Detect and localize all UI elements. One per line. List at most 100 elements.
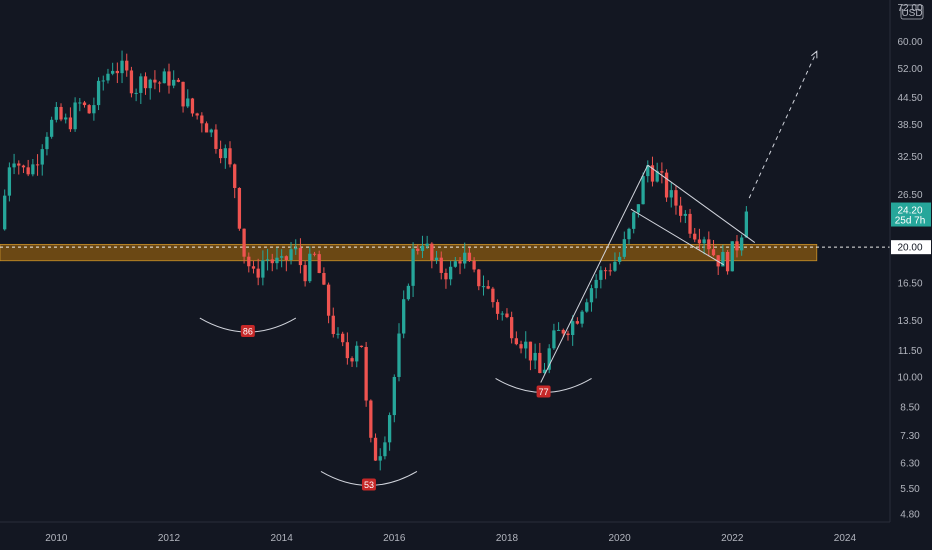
support-zone — [0, 243, 818, 262]
candle-body — [481, 286, 486, 288]
candle-body — [547, 348, 551, 370]
candle-body — [190, 98, 195, 114]
candle-body — [693, 233, 697, 240]
candle-body — [92, 105, 96, 114]
x-tick-label: 2014 — [271, 533, 294, 544]
candle-body — [261, 260, 265, 278]
candle-body — [510, 317, 514, 339]
y-tick-label: 72.00 — [897, 3, 922, 14]
currency-text: USD — [901, 8, 922, 19]
candle-body — [491, 288, 495, 303]
currency-box — [900, 4, 924, 20]
candle-body — [735, 241, 739, 251]
candle-body — [242, 228, 246, 257]
price-axis[interactable]: 72.00 60.00 52.00 44.50 38.50 32.50 26.50 20.00… — [897, 3, 922, 520]
candle-body — [467, 252, 472, 262]
trough-badge-label: 86 — [243, 327, 253, 337]
candle-body — [477, 269, 481, 287]
y-tick-label: 6.30 — [900, 459, 920, 470]
candle-body — [364, 347, 368, 401]
candle-body — [7, 167, 12, 196]
candle-body — [331, 315, 335, 335]
candle-body — [406, 285, 411, 300]
candle-body — [26, 167, 30, 175]
candle-body — [294, 247, 298, 250]
candle-body — [678, 205, 683, 216]
candle-body — [575, 321, 580, 324]
projection-line — [748, 51, 818, 199]
candle-body — [341, 333, 345, 343]
candle-body — [87, 105, 91, 114]
current-price-countdown: 25d 7h — [895, 216, 926, 227]
candle-body — [420, 245, 425, 251]
y-tick-label: 11.50 — [898, 346, 923, 357]
candle-body — [40, 149, 44, 165]
candle-body — [68, 117, 73, 130]
currency-label: USD — [900, 4, 924, 20]
candle-body — [571, 321, 575, 336]
candle-body — [505, 313, 509, 318]
candle-body — [359, 345, 364, 348]
trendline — [647, 164, 756, 243]
candle-body — [176, 79, 181, 82]
candle-body — [439, 257, 443, 273]
candle-body — [54, 106, 58, 120]
candle-body — [157, 82, 162, 84]
candle-body — [251, 266, 256, 269]
candle-body — [533, 352, 537, 361]
candle-body — [472, 261, 476, 270]
x-tick-label: 2010 — [45, 533, 68, 544]
time-axis[interactable]: 2010 2012 2014 2016 2018 2020 2022 2024 — [45, 533, 856, 544]
candle-body — [247, 256, 251, 267]
candle-body — [82, 102, 87, 106]
candle-body — [125, 60, 129, 71]
candle-body — [650, 165, 655, 182]
candle-body — [716, 255, 720, 267]
x-tick-label: 2016 — [383, 533, 406, 544]
candle-body — [237, 187, 242, 229]
x-tick-label: 2012 — [158, 533, 181, 544]
candle-body — [444, 272, 448, 280]
trough-badge-label: 77 — [539, 387, 549, 397]
candle-body — [101, 80, 105, 82]
candle-body — [594, 279, 598, 289]
candle-body — [425, 243, 429, 246]
candle-body — [186, 98, 190, 107]
candle-body — [17, 163, 21, 166]
candle-body — [134, 92, 138, 94]
trough-badge — [361, 478, 376, 491]
candle-body — [655, 171, 659, 182]
candle-body — [73, 102, 77, 130]
candle-body — [270, 259, 274, 264]
candle-body — [697, 239, 702, 244]
y-tick-label: 5.50 — [900, 484, 920, 495]
candle-body — [458, 261, 462, 264]
x-tick-label: 2018 — [496, 533, 519, 544]
candle-body — [275, 257, 279, 264]
trendline — [540, 164, 649, 383]
candle-body — [740, 237, 744, 251]
candle-body — [214, 129, 218, 149]
candle-body — [326, 284, 331, 316]
candle-body — [49, 119, 54, 137]
candle-body — [369, 400, 373, 438]
trough-badge — [536, 385, 551, 398]
candle-body — [660, 171, 664, 173]
candle-body — [702, 239, 706, 244]
x-tick-label: 2020 — [608, 533, 631, 544]
y-tick-label: 60.00 — [897, 37, 922, 48]
candle-body — [402, 299, 406, 334]
candle-body — [416, 248, 420, 251]
candle-body — [172, 79, 176, 86]
candle-body — [355, 345, 359, 362]
candle-body — [228, 148, 232, 165]
y-tick-label: 8.50 — [900, 403, 920, 414]
candle-body — [256, 268, 260, 278]
candle-body — [636, 204, 641, 213]
candle-body — [613, 261, 617, 271]
y-tick-label: 44.50 — [897, 93, 922, 104]
candle-body — [284, 256, 288, 261]
candle-body — [336, 333, 340, 335]
